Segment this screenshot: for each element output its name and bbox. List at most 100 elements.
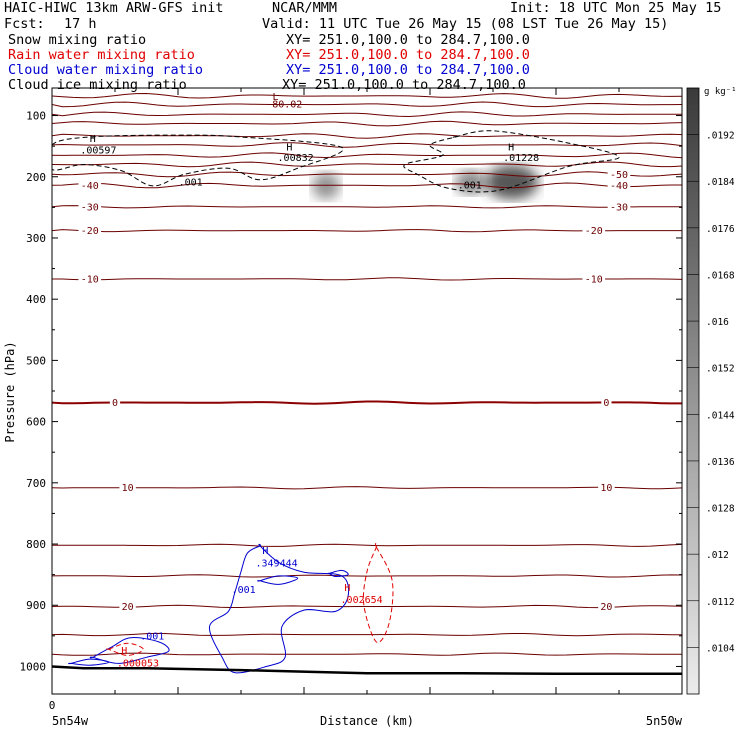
temperature-contour-line [52, 604, 682, 609]
contour-value-label: H [121, 646, 127, 657]
contour-value-label: .01228 [503, 153, 539, 164]
terrain-line [52, 665, 682, 676]
colorbar: g kg⁻¹ .0192 .0184 .0176 .0168 .016 .0152 .014… [686, 87, 737, 695]
x-axis [51, 88, 683, 694]
field-xy-cloud-ice: XY= 251.0,100.0 to 284.7,100.0 [282, 77, 526, 93]
colorbar-gradient [686, 87, 700, 695]
y-tick-label: 1000 [20, 660, 47, 673]
colorbar-label: .0144 [706, 410, 735, 421]
temperature-label-right: 20 [600, 602, 612, 613]
x-axis-label: Distance (km) [320, 714, 414, 728]
contour-value-label: .001 [179, 177, 203, 188]
cloud-water-contour-4 [68, 658, 110, 666]
rain-contours [105, 542, 394, 656]
temperature-contour-line [52, 152, 682, 159]
temperature-label-right: -30 [610, 202, 628, 213]
rain-contour-1 [105, 642, 144, 656]
temperature-label-left: 0 [112, 398, 118, 409]
temperature-contour-line [52, 142, 682, 148]
org-label: NCAR/MMM [272, 0, 337, 16]
colorbar-label: .012 [706, 550, 729, 561]
cloud-ice-blob-0 [312, 172, 340, 200]
init-time: Init: 18 UTC Mon 25 May 15 [510, 0, 721, 16]
colorbar-label: .0168 [706, 270, 735, 281]
temperature-label-right-bg [598, 481, 615, 494]
fcst-label: Fcst: [4, 16, 45, 32]
temperature-contours [52, 92, 682, 656]
field-name-rain: Rain water mixing ratio [8, 47, 195, 63]
y-tick-label: 200 [26, 171, 46, 184]
fcst-value: 17 h [64, 16, 97, 32]
y-tick-label: 500 [26, 354, 46, 367]
temperature-label-left-bg [119, 481, 136, 494]
temperature-contour-line [52, 229, 682, 233]
snow-contour-1 [403, 130, 620, 193]
temperature-label-right: -10 [585, 274, 603, 285]
temperature-contour-line [52, 182, 682, 189]
temperature-label-right-bg [582, 224, 606, 237]
temperature-label-left: -30 [81, 202, 99, 213]
y-tick-label: 600 [26, 416, 46, 429]
temperature-contour-line [52, 543, 682, 547]
temperature-contour-line [52, 92, 682, 99]
temperature-label-left-bg [119, 600, 136, 613]
field-name-cloud-water: Cloud water mixing ratio [8, 62, 203, 78]
temperature-label-right-bg [607, 168, 631, 181]
temperature-contour-line [52, 133, 682, 139]
field-xy-cloud-water: XY= 251.0,100.0 to 284.7,100.0 [286, 62, 530, 78]
temperature-label-left: -10 [81, 274, 99, 285]
field-xy-snow: XY= 251.0,100.0 to 284.7,100.0 [286, 32, 530, 48]
contour-value-label: H [90, 134, 96, 145]
x-start-tick-label: 0 [49, 699, 56, 712]
temperature-label-left-bg [78, 179, 102, 192]
temperature-label-right-bg [607, 179, 631, 192]
temperature-contour-line [52, 205, 682, 209]
contour-value-label: .002654 [341, 595, 383, 606]
contour-value-label: .001 [140, 632, 164, 643]
temperature-contour-line [52, 120, 682, 127]
temperature-label-left-bg [78, 224, 102, 237]
temperature-contour-line [52, 101, 682, 108]
contour-value-label: .00597 [80, 145, 116, 156]
y-tick-label: 700 [26, 477, 46, 490]
colorbar-label: .0192 [706, 131, 735, 142]
temperature-label-right-bg [598, 600, 615, 613]
colorbar-label: .0136 [706, 457, 735, 468]
contour-value-label: H [508, 142, 514, 153]
temperature-label-right: -40 [610, 181, 628, 192]
contour-value-label: H [344, 583, 350, 594]
colorbar-unit: g kg⁻¹ [704, 87, 737, 97]
cloud-ice-shading [312, 165, 539, 200]
cloud-ice-blob-1 [455, 170, 487, 195]
field-xy-rain: XY= 251.0,100.0 to 284.7,100.0 [286, 47, 530, 63]
temperature-label-right-bg [582, 272, 606, 285]
cloud-water-contour-3 [89, 637, 170, 664]
colorbar-label: .0104 [706, 643, 735, 654]
y-tick-label: 400 [26, 293, 46, 306]
temperature-contour-line [52, 400, 682, 405]
temperature-label-right-bg [601, 396, 612, 409]
x-left-endpoint: 5n54w [52, 714, 89, 728]
temperature-contour-line [52, 111, 682, 118]
cloud-ice-blob-2 [485, 165, 539, 200]
temperature-contour-line [52, 171, 682, 178]
colorbar-label: .0184 [706, 177, 735, 188]
y-tick-label: 900 [26, 599, 46, 612]
temperature-contour-line [52, 574, 682, 578]
colorbar-label: .016 [706, 317, 729, 328]
cloud-water-contours [68, 543, 350, 674]
temperature-label-left: -20 [81, 226, 99, 237]
y-axis-label: Pressure (hPa) [3, 341, 17, 442]
model-title: HAIC-HIWC 13km ARW-GFS init [4, 0, 223, 16]
field-name-snow: Snow mixing ratio [8, 32, 146, 48]
cloud-water-contour-1 [257, 575, 299, 585]
temperature-contour-line [52, 652, 682, 656]
temperature-label-right: 0 [603, 398, 609, 409]
temperature-contour-line [52, 486, 682, 490]
temperature-label-left: -40 [81, 181, 99, 192]
contour-value-label: H [286, 142, 292, 153]
colorbar-label: .0112 [706, 597, 735, 608]
y-tick-label: 800 [26, 538, 46, 551]
